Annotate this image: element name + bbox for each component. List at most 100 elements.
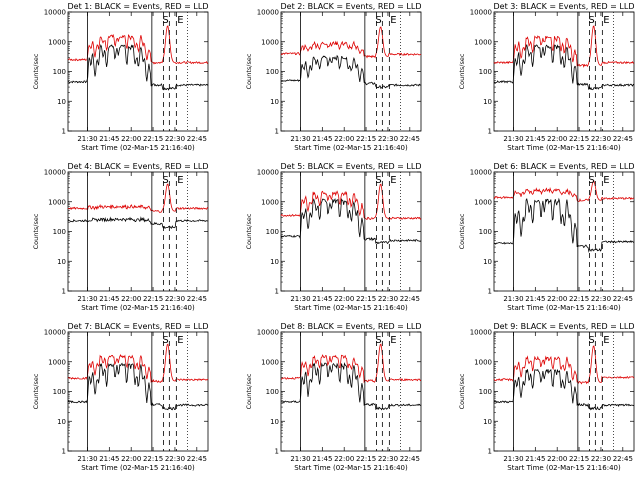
plot-frame [67,331,209,452]
start-marker-label: S [588,175,594,186]
x-tick-label: 22:15 [356,295,376,303]
x-tick-label: 21:30 [290,135,310,143]
panel-title: Det 4: BLACK = Events, RED = LLD [68,162,209,171]
y-tick-label: 1 [488,288,492,296]
start-marker-label: S [162,175,168,186]
x-tick-label: 22:15 [143,295,163,303]
x-tick-label: 22:00 [547,295,567,303]
x-tick-label: 21:45 [99,455,119,463]
y-tick-label: 1 [275,288,279,296]
plot-frame [280,171,422,292]
x-tick-label: 22:15 [143,455,163,463]
red-series-line [67,183,209,214]
y-tick-label: 1000 [261,198,279,206]
x-tick-label: 22:45 [613,135,633,143]
black-series-line [493,43,635,91]
y-tick-label: 10000 [44,169,66,177]
y-tick-label: 1000 [48,198,66,206]
y-tick-label: 10000 [44,9,66,17]
x-tick-label: 21:45 [312,295,332,303]
x-axis-label: Start Time (02-Mar-15 21:16:40) [507,304,621,312]
black-series-line [280,362,422,411]
y-tick-label: 10000 [470,169,492,177]
y-tick-label: 10 [483,258,492,266]
y-axis-label: Counts/sec [458,373,466,409]
x-tick-label: 22:45 [613,295,633,303]
x-tick-label: 21:45 [525,455,545,463]
x-tick-label: 22:45 [187,135,207,143]
x-tick-label: 21:30 [503,295,523,303]
y-tick-label: 1000 [261,358,279,366]
y-tick-label: 10 [270,418,279,426]
black-series-line [67,362,209,411]
panel-title: Det 7: BLACK = Events, RED = LLD [68,322,209,331]
panel-title: Det 8: BLACK = Events, RED = LLD [281,322,422,331]
plot-frame [493,171,635,292]
black-series-line [493,197,634,253]
x-axis-label: Start Time (02-Mar-15 21:16:40) [81,304,195,312]
red-series-line [281,343,421,384]
start-marker-label: S [375,15,381,26]
y-tick-label: 1 [275,448,279,456]
start-marker-label: S [162,335,168,346]
x-axis-label: Start Time (02-Mar-15 21:16:40) [81,144,195,152]
x-tick-label: 22:30 [378,455,398,463]
x-tick-label: 21:30 [290,295,310,303]
plot-frame [280,331,422,452]
plot-frame [67,11,209,132]
x-tick-label: 21:45 [99,295,119,303]
end-marker-label: E [603,175,609,186]
end-marker-label: E [603,335,609,346]
y-axis-label: Counts/sec [458,213,466,249]
y-tick-label: 1 [62,128,66,136]
y-axis-label: Counts/sec [32,213,40,249]
x-tick-label: 22:45 [187,295,207,303]
y-tick-label: 10000 [44,329,66,337]
x-tick-label: 22:30 [165,455,185,463]
y-tick-label: 10 [483,98,492,106]
y-tick-label: 1 [275,128,279,136]
start-marker-label: S [375,335,381,346]
plot-frame [493,331,635,452]
y-tick-label: 1000 [48,358,66,366]
x-tick-label: 22:15 [569,455,589,463]
x-tick-label: 22:45 [613,455,633,463]
y-tick-label: 100 [266,228,279,236]
x-tick-label: 21:30 [77,295,97,303]
x-tick-label: 22:00 [334,295,354,303]
x-tick-label: 22:15 [569,295,589,303]
y-tick-label: 1 [62,288,66,296]
panel-title: Det 1: BLACK = Events, RED = LLD [68,2,209,11]
y-tick-label: 10 [57,98,66,106]
end-marker-label: E [603,15,609,26]
y-tick-label: 10000 [257,169,279,177]
x-tick-label: 21:45 [99,135,119,143]
x-tick-label: 22:00 [334,455,354,463]
end-marker-label: E [390,335,396,346]
red-series-line [493,180,635,203]
x-tick-label: 22:00 [334,135,354,143]
x-tick-label: 22:30 [378,135,398,143]
x-axis-label: Start Time (02-Mar-15 21:16:40) [294,304,408,312]
x-axis-label: Start Time (02-Mar-15 21:16:40) [294,464,408,472]
y-tick-label: 1 [62,448,66,456]
y-axis-label: Counts/sec [245,53,253,89]
end-marker-label: E [177,15,183,26]
black-series-line [280,54,422,90]
y-tick-label: 1 [488,128,492,136]
y-axis-label: Counts/sec [32,373,40,409]
y-tick-label: 100 [53,228,66,236]
x-tick-label: 22:30 [591,135,611,143]
y-tick-label: 1000 [261,38,279,46]
x-axis-label: Start Time (02-Mar-15 21:16:40) [81,464,195,472]
panel-title: Det 6: BLACK = Events, RED = LLD [494,162,635,171]
x-tick-label: 22:15 [356,135,376,143]
y-tick-label: 10 [483,418,492,426]
plot-frame [280,11,422,132]
